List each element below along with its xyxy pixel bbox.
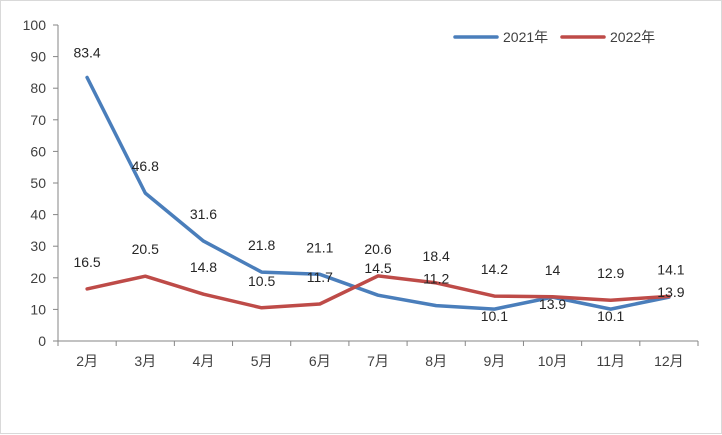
data-label: 14.2 xyxy=(481,261,508,277)
data-label: 14 xyxy=(545,262,561,278)
y-tick-label: 20 xyxy=(30,270,46,286)
y-tick-label: 50 xyxy=(30,175,46,191)
data-label: 14.1 xyxy=(657,261,684,277)
data-label: 13.9 xyxy=(657,284,684,300)
x-tick-label: 7月 xyxy=(367,353,389,369)
y-tick-label: 40 xyxy=(30,207,46,223)
y-tick-label: 100 xyxy=(23,17,47,33)
data-label: 83.4 xyxy=(73,44,100,60)
data-label: 11.7 xyxy=(307,269,333,285)
data-label: 14.5 xyxy=(364,260,391,276)
legend: 2021年 2022年 xyxy=(453,29,655,45)
data-label: 46.8 xyxy=(132,158,159,174)
x-tick-label: 12月 xyxy=(654,353,684,369)
x-tick-label: 5月 xyxy=(251,353,273,369)
legend-label-1: 2022年 xyxy=(610,29,655,45)
data-label: 10.5 xyxy=(248,273,275,289)
y-tick-label: 80 xyxy=(30,80,46,96)
x-axis-ticks: 2月 3月 4月 5月 6月 7月 8月 9月 10月 11月 12月 xyxy=(57,341,699,369)
data-label: 12.9 xyxy=(597,265,624,281)
y-axis-ticks: 0 10 20 30 40 50 60 70 80 90 100 xyxy=(23,17,58,349)
data-label: 21.8 xyxy=(248,237,275,253)
series-line-1 xyxy=(85,274,671,310)
x-tick-label: 11月 xyxy=(596,353,625,369)
data-label: 11.2 xyxy=(423,271,449,287)
y-tick-label: 70 xyxy=(30,112,46,128)
y-tick-label: 10 xyxy=(30,301,46,317)
data-label: 16.5 xyxy=(73,254,100,270)
x-tick-label: 8月 xyxy=(425,353,447,369)
series-line-0 xyxy=(85,75,671,311)
data-label: 20.5 xyxy=(132,241,159,257)
x-tick-label: 2月 xyxy=(76,353,98,369)
series-lines xyxy=(85,75,671,311)
x-tick-label: 4月 xyxy=(193,353,215,369)
y-tick-label: 90 xyxy=(30,49,46,65)
x-tick-label: 6月 xyxy=(309,353,331,369)
data-label: 18.4 xyxy=(423,248,450,264)
y-tick-label: 0 xyxy=(38,333,46,349)
data-label: 14.8 xyxy=(190,259,217,275)
data-label: 31.6 xyxy=(190,206,217,222)
data-label: 10.1 xyxy=(481,308,508,324)
x-tick-label: 9月 xyxy=(483,353,505,369)
data-labels: 83.4 46.8 31.6 21.8 21.1 14.5 11.2 10.1 13.9 10.1… xyxy=(73,44,684,324)
data-label: 13.9 xyxy=(539,296,566,312)
data-label: 21.1 xyxy=(306,239,333,255)
y-tick-label: 30 xyxy=(30,238,46,254)
legend-label-0: 2021年 xyxy=(503,29,548,45)
x-tick-label: 3月 xyxy=(134,353,156,369)
x-tick-label: 10月 xyxy=(538,353,568,369)
y-tick-label: 60 xyxy=(30,143,46,159)
data-label: 10.1 xyxy=(597,308,624,324)
data-label: 20.6 xyxy=(364,241,391,257)
